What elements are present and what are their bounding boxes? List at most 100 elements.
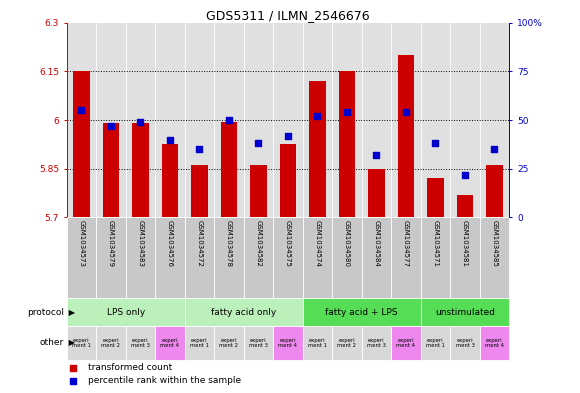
Bar [244,326,273,360]
Bar [303,326,332,360]
Text: experi
ment 4: experi ment 4 [161,338,179,348]
Text: unstimulated: unstimulated [435,308,495,316]
Bar [273,217,303,298]
Bar [368,169,385,217]
Text: GSM1034582: GSM1034582 [255,220,262,266]
Bar [126,326,155,360]
Text: GSM1034577: GSM1034577 [403,220,409,267]
Point [165,136,175,143]
Bar [132,123,148,217]
Bar [67,298,184,326]
Text: percentile rank within the sample: percentile rank within the sample [88,376,241,385]
Bar [244,217,273,298]
Text: fatty acid only: fatty acid only [211,308,276,316]
Text: experi
ment 3: experi ment 3 [367,338,386,348]
Text: GSM1034574: GSM1034574 [314,220,321,266]
Text: experi
ment 4: experi ment 4 [485,338,504,348]
Text: GSM1034571: GSM1034571 [433,220,438,267]
Bar [73,72,89,217]
Text: GSM1034585: GSM1034585 [491,220,498,266]
Text: GSM1034583: GSM1034583 [137,220,143,267]
Bar [427,178,444,217]
Point [372,152,381,158]
Text: LPS only: LPS only [107,308,145,316]
Point [284,132,293,139]
Bar [309,81,325,217]
Bar [280,144,296,217]
Bar [155,217,184,298]
Bar [184,326,214,360]
Bar [191,165,208,217]
Bar [251,165,267,217]
Point [342,109,351,116]
Bar [450,326,480,360]
Point [254,140,263,147]
Bar [420,298,509,326]
Text: GSM1034580: GSM1034580 [344,220,350,267]
Text: ▶: ▶ [66,338,75,347]
Text: GSM1034576: GSM1034576 [167,220,173,267]
Bar [221,122,237,217]
Point [461,171,470,178]
Bar [392,217,420,298]
Text: other: other [39,338,64,347]
Bar [362,326,392,360]
Point [224,117,234,123]
Text: experi
ment 1: experi ment 1 [308,338,327,348]
Text: experi
ment 4: experi ment 4 [397,338,415,348]
Title: GDS5311 / ILMN_2546676: GDS5311 / ILMN_2546676 [206,9,370,22]
Bar [96,217,126,298]
Bar [303,298,420,326]
Bar [184,217,214,298]
Bar [67,326,96,360]
Bar [480,326,509,360]
Bar [362,217,392,298]
Bar [155,326,184,360]
Bar [487,165,503,217]
Bar [184,298,303,326]
Bar [332,326,362,360]
Point [490,146,499,152]
Bar [420,326,450,360]
Bar [162,144,178,217]
Text: experi
ment 3: experi ment 3 [455,338,474,348]
Text: GSM1034572: GSM1034572 [197,220,202,266]
Text: experi
ment 2: experi ment 2 [338,338,357,348]
Bar [273,326,303,360]
Text: experi
ment 4: experi ment 4 [278,338,298,348]
Bar [126,217,155,298]
Bar [398,55,414,217]
Bar [339,72,355,217]
Point [313,113,322,119]
Point [195,146,204,152]
Point [77,107,86,114]
Text: experi
ment 2: experi ment 2 [219,338,238,348]
Point [401,109,411,116]
Bar [96,326,126,360]
Point [68,365,78,371]
Text: ▶: ▶ [66,308,75,316]
Text: GSM1034579: GSM1034579 [108,220,114,267]
Point [136,119,145,125]
Point [106,123,115,129]
Bar [67,217,96,298]
Bar [480,217,509,298]
Text: GSM1034575: GSM1034575 [285,220,291,266]
Text: protocol: protocol [27,308,64,316]
Text: GSM1034581: GSM1034581 [462,220,468,267]
Bar [103,123,119,217]
Text: experi
ment 3: experi ment 3 [131,338,150,348]
Text: experi
ment 1: experi ment 1 [190,338,209,348]
Bar [420,217,450,298]
Text: experi
ment 2: experi ment 2 [102,338,121,348]
Bar [332,217,362,298]
Bar [214,326,244,360]
Text: GSM1034584: GSM1034584 [374,220,379,266]
Bar [303,217,332,298]
Text: GSM1034578: GSM1034578 [226,220,232,267]
Text: transformed count: transformed count [88,364,172,372]
Bar [457,195,473,217]
Text: experi
ment 3: experi ment 3 [249,338,268,348]
Bar [392,326,420,360]
Point [431,140,440,147]
